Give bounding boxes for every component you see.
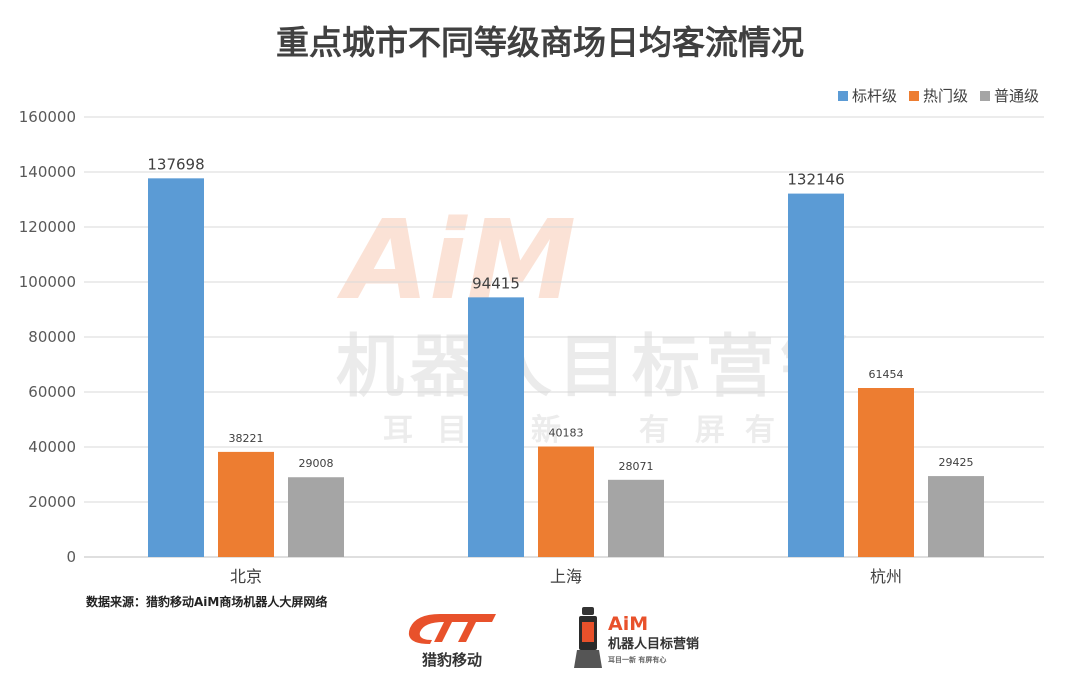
bar bbox=[608, 480, 664, 557]
bar bbox=[218, 452, 274, 557]
aim-logo-text: 机器人目标营销 bbox=[608, 636, 699, 652]
legend-swatch bbox=[838, 91, 848, 101]
y-tick-label: 40000 bbox=[28, 438, 76, 456]
data-label: 28071 bbox=[619, 460, 654, 473]
data-label: 137698 bbox=[147, 155, 204, 173]
y-tick-label: 120000 bbox=[19, 218, 76, 236]
legend-label: 标杆级 bbox=[852, 87, 897, 105]
data-label: 94415 bbox=[472, 274, 520, 292]
aim-logo: AiM 机器人目标营销 耳目一新 有屏有心 bbox=[574, 607, 699, 668]
legend-label: 普通级 bbox=[994, 87, 1039, 105]
watermark-main: 机器人目标营销 bbox=[336, 328, 854, 407]
robot-icon bbox=[574, 607, 602, 668]
y-tick-label: 0 bbox=[66, 548, 76, 566]
legend-swatch bbox=[980, 91, 990, 101]
watermark: AiM 机器人目标营销 耳目新有屏有 bbox=[336, 196, 854, 448]
y-axis: 0 20000 40000 60000 80000 100000 120000 140000 1… bbox=[19, 108, 76, 566]
legend-swatch bbox=[909, 91, 919, 101]
watermark-sub-char: 目 bbox=[437, 413, 467, 448]
chart-title: 重点城市不同等级商场日均客流情况 bbox=[276, 23, 804, 62]
y-tick-label: 160000 bbox=[19, 108, 76, 126]
x-tick-label: 上海 bbox=[550, 567, 582, 586]
aim-logo-brand: AiM bbox=[608, 613, 648, 635]
bar bbox=[288, 477, 344, 557]
x-tick-label: 杭州 bbox=[870, 567, 902, 586]
cm-logo-text: 猎豹移动 bbox=[422, 651, 482, 669]
data-label: 29425 bbox=[939, 456, 974, 469]
watermark-sub-char: 屏 bbox=[695, 413, 725, 448]
data-label: 40183 bbox=[549, 426, 584, 439]
watermark-sub-char: 有 bbox=[639, 413, 669, 448]
cm-logo: 猎豹移动 bbox=[409, 614, 496, 669]
bar bbox=[788, 194, 844, 557]
x-axis: 北京 上海 杭州 bbox=[230, 567, 902, 586]
bar bbox=[858, 388, 914, 557]
y-tick-label: 20000 bbox=[28, 493, 76, 511]
bar bbox=[468, 297, 524, 557]
x-tick-label: 北京 bbox=[230, 567, 262, 586]
watermark-sub-char: 有 bbox=[745, 413, 775, 448]
bar bbox=[928, 476, 984, 557]
y-tick-label: 80000 bbox=[28, 328, 76, 346]
y-tick-label: 60000 bbox=[28, 383, 76, 401]
aim-logo-sub: 耳目一新 有屏有心 bbox=[608, 655, 666, 664]
data-label: 38221 bbox=[229, 432, 264, 445]
y-tick-label: 140000 bbox=[19, 163, 76, 181]
bar bbox=[538, 446, 594, 557]
bar bbox=[148, 178, 204, 557]
cm-logo-mark bbox=[409, 614, 496, 644]
data-label: 61454 bbox=[869, 368, 904, 381]
watermark-sub-char: 耳 bbox=[383, 413, 413, 448]
source-note: 数据来源：猎豹移动AiM商场机器人大屏网络 bbox=[86, 594, 327, 609]
legend: 标杆级 热门级 普通级 bbox=[838, 87, 1039, 105]
y-tick-label: 100000 bbox=[19, 273, 76, 291]
legend-label: 热门级 bbox=[923, 87, 968, 105]
data-label: 132146 bbox=[787, 171, 844, 189]
watermark-brand: AiM bbox=[336, 196, 576, 324]
data-label: 29008 bbox=[299, 457, 334, 470]
